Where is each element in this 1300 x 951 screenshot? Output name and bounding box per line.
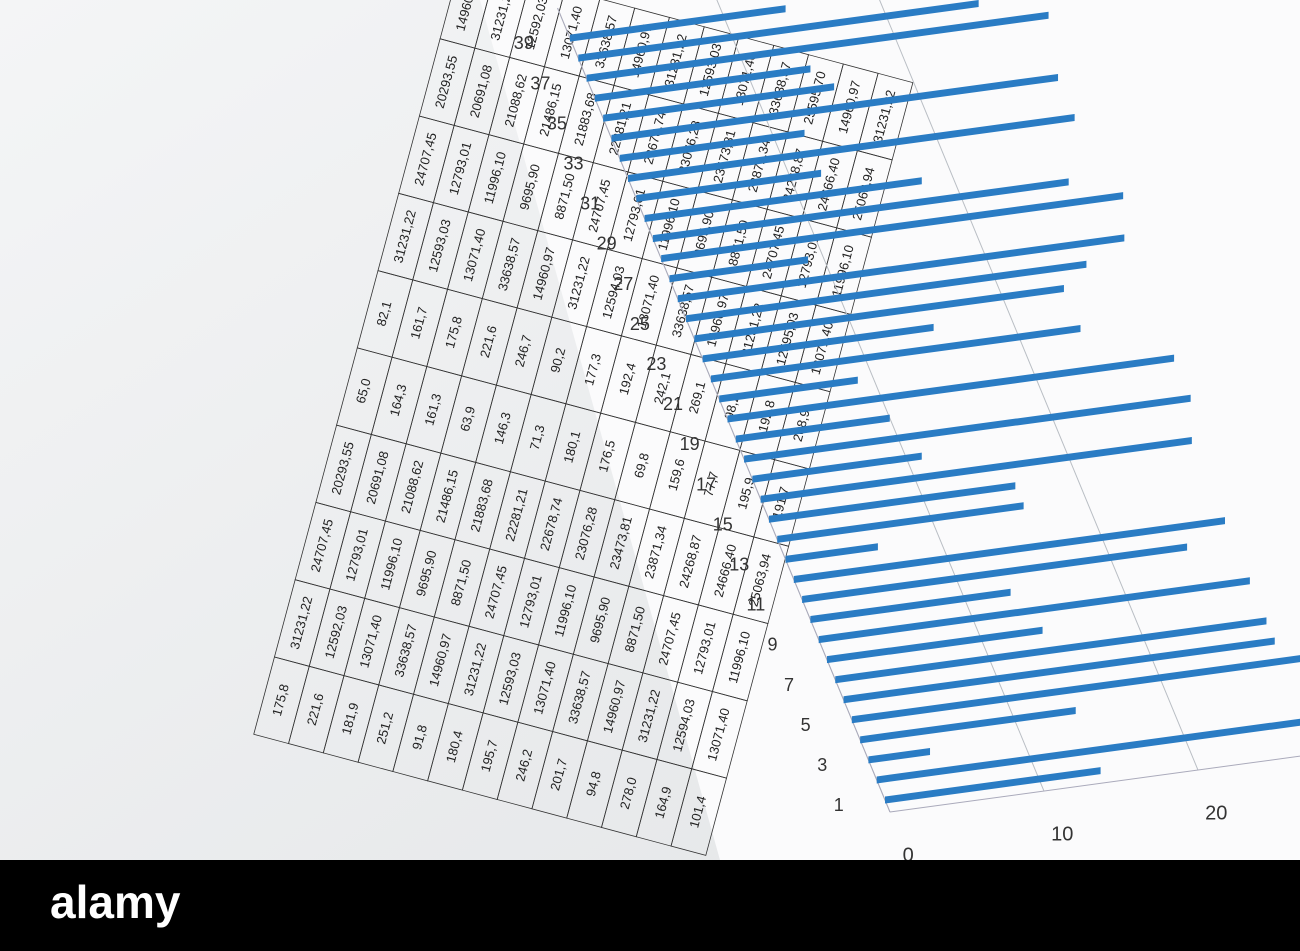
bar xyxy=(735,414,890,443)
bar xyxy=(569,5,786,42)
y-tick-label: 39 xyxy=(514,33,534,53)
table-cell xyxy=(856,72,914,161)
bar xyxy=(644,177,922,223)
x-axis xyxy=(889,755,1300,813)
bar xyxy=(768,482,1016,523)
y-tick-label: 21 xyxy=(663,394,683,414)
bar xyxy=(636,169,822,202)
bar xyxy=(777,502,1024,543)
y-tick-label: 11 xyxy=(747,595,766,615)
y-tick-label: 9 xyxy=(767,635,777,655)
y-tick-label: 17 xyxy=(696,474,716,494)
bar xyxy=(826,626,1043,664)
bar xyxy=(710,325,1081,383)
bar xyxy=(851,655,1300,724)
bar xyxy=(719,376,858,403)
y-tick-label: 35 xyxy=(547,113,567,133)
bar xyxy=(860,706,1076,744)
bar xyxy=(686,260,1087,323)
bar xyxy=(885,767,1101,804)
bar xyxy=(810,588,1011,624)
bar xyxy=(611,73,1059,142)
bar xyxy=(619,129,805,162)
bar xyxy=(802,543,1188,603)
bar xyxy=(594,65,811,102)
table-cell-text: 91,8 xyxy=(409,723,430,751)
y-tick-label: 23 xyxy=(646,354,666,374)
bar xyxy=(835,617,1267,684)
bar xyxy=(652,178,1069,243)
table-cell-text: 82,1 xyxy=(373,299,394,327)
bar xyxy=(843,637,1275,704)
y-tick-label: 37 xyxy=(530,73,550,93)
table-cell-text: 71,3 xyxy=(527,423,548,451)
y-tick-label: 33 xyxy=(564,153,584,173)
y-tick-label: 3 xyxy=(817,755,827,775)
footer-band xyxy=(0,860,1300,951)
y-tick-label: 5 xyxy=(801,715,811,735)
bar xyxy=(727,354,1175,423)
bar xyxy=(661,192,1124,263)
bar xyxy=(744,394,1191,463)
table-cell-text: 77,7 xyxy=(700,470,721,498)
table-cell-text: 63,9 xyxy=(457,405,478,433)
y-tick-label: 25 xyxy=(630,314,650,334)
bar xyxy=(760,436,1192,503)
y-tick-label: 1 xyxy=(834,795,844,815)
x-tick-label: 0 xyxy=(903,844,914,866)
x-tick-label: 10 xyxy=(1051,823,1073,845)
bar xyxy=(628,114,1075,182)
table-cell-text: 69,8 xyxy=(631,451,652,479)
y-tick-label: 15 xyxy=(713,514,733,534)
y-tick-label: 27 xyxy=(613,274,633,294)
y-tick-label: 31 xyxy=(580,194,600,214)
bar xyxy=(702,323,934,363)
bar xyxy=(586,11,1049,82)
bar xyxy=(876,718,1300,784)
table-cell-text: 90,2 xyxy=(547,346,568,374)
bar xyxy=(677,234,1125,303)
bar xyxy=(793,517,1226,583)
y-tick-label: 19 xyxy=(680,434,700,454)
bar xyxy=(603,83,835,122)
bar xyxy=(694,284,1064,343)
y-tick-label: 13 xyxy=(729,554,749,574)
bar xyxy=(868,748,931,764)
bar xyxy=(578,0,979,62)
bar xyxy=(669,256,809,283)
y-tick-label: 29 xyxy=(597,234,617,254)
bar xyxy=(785,543,878,563)
y-tick-label: 7 xyxy=(784,675,794,695)
watermark-logo: alamy xyxy=(50,876,181,928)
bar xyxy=(818,577,1250,644)
bar xyxy=(752,452,922,483)
table-cell-text: 94,8 xyxy=(583,770,604,798)
x-tick-label: 20 xyxy=(1205,802,1227,824)
table-cell-text: 65,0 xyxy=(353,377,374,405)
y-axis xyxy=(557,7,891,813)
